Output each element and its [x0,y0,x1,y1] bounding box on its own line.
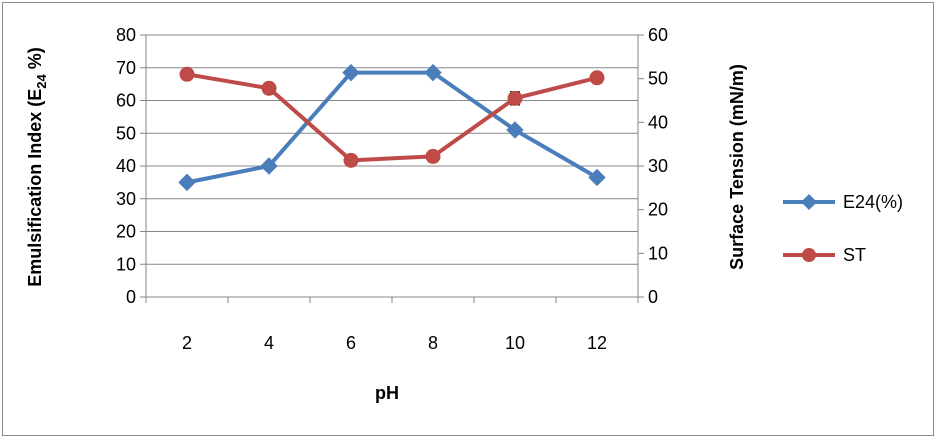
legend-label: E24(%) [843,192,903,212]
data-point-e24 [260,157,278,175]
data-point-st [425,148,441,164]
series-lines [186,70,599,185]
y-left-tick-label: 70 [116,58,136,78]
y-right-tick-label: 30 [648,156,668,176]
axes [140,34,644,303]
y-right-tick-label: 60 [648,25,668,45]
y-left-tick-label: 20 [116,222,136,242]
data-point-e24 [342,63,360,82]
data-point-st [343,152,359,168]
legend-marker [802,248,816,262]
data-point-e24 [178,173,196,192]
series-markers [178,63,606,192]
y-right-tick-label: 40 [648,112,668,132]
y-left-tick-label: 30 [116,189,136,209]
x-tick-label: 10 [505,333,525,353]
y-left-tick-label: 0 [126,287,136,307]
x-tick-label: 2 [182,333,192,353]
data-point-st [507,90,523,106]
y-left-tick-label: 10 [116,254,136,274]
data-point-e24 [506,121,524,139]
x-axis-title: pH [375,383,399,403]
y-right-tick-label: 0 [648,287,658,307]
data-point-e24 [588,168,606,187]
legend-marker [801,194,817,210]
y-left-title-main: Emulsification Index (E [25,89,45,287]
y-right-axis-title: Surface Tension (mN/m) [727,64,747,270]
data-point-st [261,80,277,96]
series-line-st [186,72,598,163]
y-left-tick-label: 80 [116,25,136,45]
y-left-axis-title: Emulsification Index (E24 %) [25,47,49,287]
y-right-tick-label: 50 [648,69,668,89]
x-tick-label: 6 [346,333,356,353]
data-point-st [179,66,195,82]
tick-labels: 0 10 20 30 40 50 60 70 80 0 10 20 30 40 50 60 2 4 6 8 10 12 [116,25,668,353]
x-tick-label: 8 [428,333,438,353]
x-tick-label: 12 [587,333,607,353]
series-line-e24 [186,70,599,185]
y-left-title-tail: %) [25,47,45,74]
legend: E24(%) ST [783,192,903,265]
legend-label: ST [843,245,866,265]
gridlines [146,34,638,265]
data-point-st [589,70,605,86]
y-left-title-subscript: 24 [34,73,49,88]
y-left-tick-label: 40 [116,156,136,176]
y-left-tick-label: 50 [116,123,136,143]
x-tick-label: 4 [264,333,274,353]
chart-frame: 0 10 20 30 40 50 60 70 80 0 10 20 30 40 50 60 2 4 6 8 10 12 p… [2,2,934,436]
y-left-tick-label: 60 [116,91,136,111]
data-point-e24 [424,63,442,82]
y-right-tick-label: 10 [648,243,668,263]
y-right-tick-label: 20 [648,200,668,220]
error-bars [182,69,602,186]
